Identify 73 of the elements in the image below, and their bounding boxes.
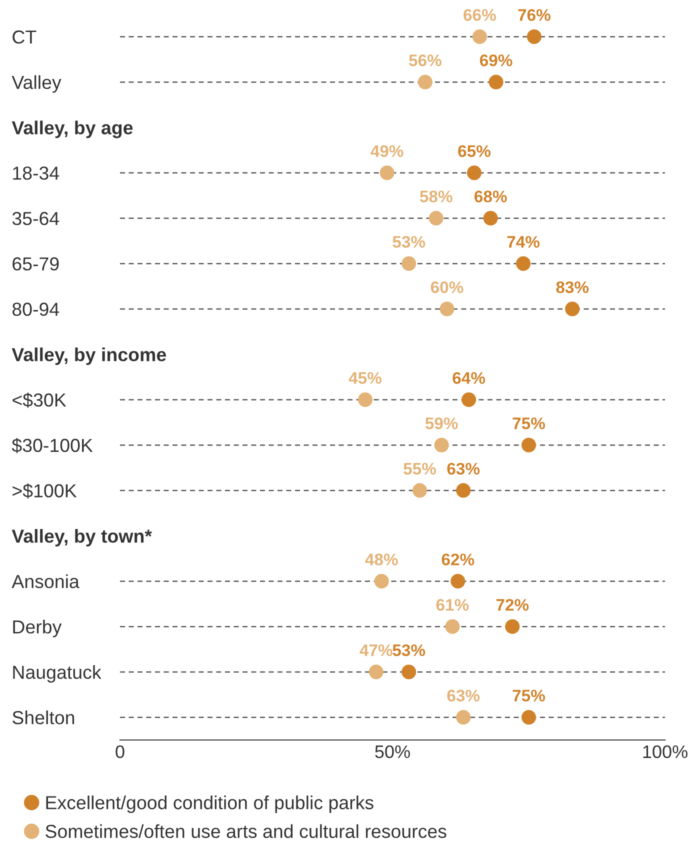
y-tick-label: Valley xyxy=(12,75,62,93)
y-tick-label: CT xyxy=(12,30,36,44)
y-tick-label: Valley, by income xyxy=(12,348,166,365)
point xyxy=(450,574,466,588)
y-tick-label: Shelton xyxy=(12,710,74,724)
point xyxy=(483,210,498,226)
point xyxy=(402,256,416,271)
point xyxy=(456,483,471,498)
y-tick-label: 18-34 xyxy=(13,166,60,180)
y-tick-label: Valley, by town* xyxy=(12,529,152,546)
data-label: 58% xyxy=(420,190,452,202)
y-tick-label: <$30K xyxy=(12,392,66,408)
data-label: 64% xyxy=(452,372,486,384)
x-tick-label: 50% xyxy=(375,745,410,758)
y-tick-label: Valley, by age xyxy=(12,120,133,138)
data-label: 59% xyxy=(425,417,458,430)
point xyxy=(466,166,482,180)
data-label: 75% xyxy=(512,418,545,430)
data-label: 62% xyxy=(442,554,474,566)
data-label: 66% xyxy=(464,9,496,21)
y-tick-label: Naugatuck xyxy=(13,665,102,683)
x-tick-label: 0 xyxy=(116,745,124,758)
data-label: 63% xyxy=(447,690,480,702)
y-tick-label: >$100K xyxy=(12,483,77,499)
data-label: 63% xyxy=(447,462,480,475)
point xyxy=(412,483,428,498)
point xyxy=(434,438,449,452)
point xyxy=(402,664,416,680)
data-label: 45% xyxy=(348,372,382,384)
point xyxy=(521,710,536,725)
data-label: 55% xyxy=(404,462,436,475)
point xyxy=(488,74,504,90)
data-label: 48% xyxy=(365,554,398,566)
y-tick-label: Ansonia xyxy=(12,574,80,588)
data-label: 76% xyxy=(518,9,550,21)
point xyxy=(456,710,471,725)
point xyxy=(418,74,432,90)
data-label: 53% xyxy=(392,644,426,656)
y-tick-label: $30-100K xyxy=(12,438,93,454)
point xyxy=(358,392,373,407)
point xyxy=(368,664,384,680)
point xyxy=(516,256,531,271)
data-label: 68% xyxy=(474,190,507,202)
y-tick-label: 65-79 xyxy=(12,257,59,271)
point xyxy=(428,210,444,226)
data-label: 56% xyxy=(409,54,442,66)
x-tick-label: 100% xyxy=(643,745,688,758)
data-label: 49% xyxy=(370,145,404,158)
point xyxy=(505,619,520,634)
y-tick-label: 35-64 xyxy=(12,212,60,226)
point xyxy=(565,302,580,316)
legend-label: Excellent/good condition of public parks xyxy=(46,796,374,814)
data-label: 53% xyxy=(392,236,426,248)
point xyxy=(526,29,542,44)
data-label: 72% xyxy=(496,598,529,611)
point xyxy=(374,574,389,588)
point xyxy=(440,302,454,316)
y-tick-label: Derby xyxy=(13,620,62,638)
data-label: 74% xyxy=(507,236,540,248)
point xyxy=(462,392,476,407)
y-tick-label: 80-94 xyxy=(12,302,60,316)
data-label: 75% xyxy=(512,690,545,702)
data-label: 61% xyxy=(436,598,469,611)
data-label: 60% xyxy=(430,281,464,294)
data-label: 83% xyxy=(556,281,589,294)
data-label: 47% xyxy=(360,644,392,656)
data-label: 69% xyxy=(480,54,512,66)
point xyxy=(521,438,536,452)
point xyxy=(472,29,487,44)
point xyxy=(380,166,394,180)
data-label: 65% xyxy=(458,145,490,158)
legend-label: Sometimes/often use arts and cultural resources xyxy=(46,824,446,838)
point xyxy=(445,619,460,634)
